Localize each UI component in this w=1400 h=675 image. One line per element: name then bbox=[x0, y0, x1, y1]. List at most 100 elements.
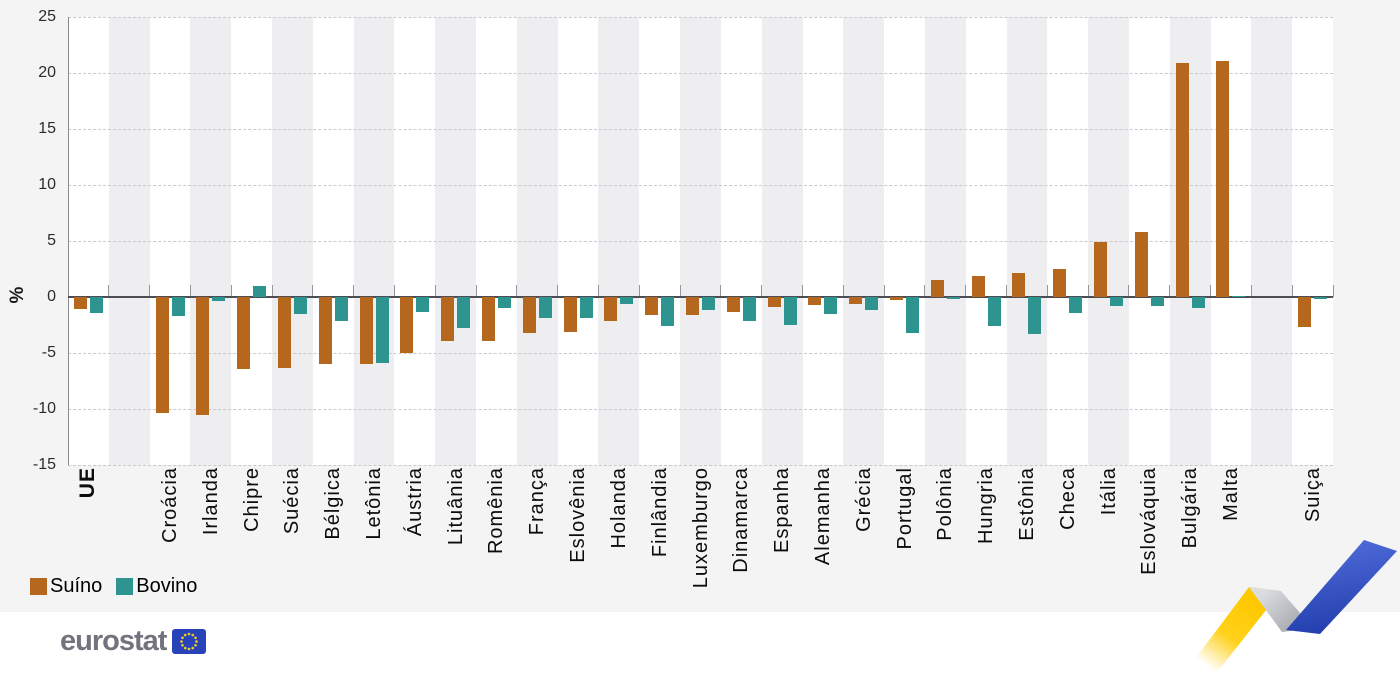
gridline bbox=[68, 73, 1333, 74]
bar-suino-Alemanha bbox=[808, 297, 822, 305]
x-axis-tick bbox=[1291, 285, 1293, 297]
bar-bovino-Hungria bbox=[987, 297, 1001, 327]
gridline bbox=[68, 353, 1333, 354]
x-axis-tick bbox=[393, 285, 395, 297]
x-label-Polônia: Polônia bbox=[934, 467, 957, 541]
x-label-Grécia: Grécia bbox=[852, 467, 875, 532]
x-axis-tick bbox=[271, 285, 273, 297]
x-label-Checa: Checa bbox=[1056, 467, 1079, 530]
x-axis-tick bbox=[557, 285, 559, 297]
y-tick-label: 10 bbox=[38, 176, 56, 193]
x-axis-tick bbox=[924, 285, 926, 297]
zero-axis-line bbox=[68, 296, 1333, 298]
y-tick-label: 15 bbox=[38, 120, 56, 137]
x-axis-tick bbox=[679, 285, 681, 297]
bar-suino-Checa bbox=[1053, 269, 1067, 297]
x-axis-tick bbox=[597, 285, 599, 297]
x-axis-tick bbox=[1006, 285, 1008, 297]
x-axis-tick bbox=[1128, 285, 1130, 297]
x-label-Dinamarca: Dinamarca bbox=[730, 467, 753, 573]
bar-bovino-França bbox=[538, 297, 552, 319]
x-label-França: França bbox=[526, 467, 549, 536]
x-axis-tick bbox=[516, 285, 518, 297]
bar-suino-Irlanda bbox=[196, 297, 210, 415]
bar-bovino-Romênia bbox=[497, 297, 511, 309]
bar-bovino-Croácia bbox=[171, 297, 185, 317]
bar-bovino-Polônia bbox=[946, 297, 960, 300]
x-label-Itália: Itália bbox=[1097, 467, 1120, 516]
plot-area bbox=[68, 17, 1334, 466]
y-tick-label: -5 bbox=[41, 344, 56, 361]
bar-suino-Croácia bbox=[155, 297, 169, 414]
bar-bovino-Holanda bbox=[620, 297, 634, 304]
legend-swatch-bovino bbox=[116, 578, 134, 595]
gridline bbox=[68, 241, 1333, 242]
legend-label-suino: Suíno bbox=[50, 575, 103, 597]
bar-bovino-Checa bbox=[1069, 297, 1083, 313]
x-label-Finlândia: Finlândia bbox=[648, 467, 671, 558]
x-axis-tick bbox=[842, 285, 844, 297]
bar-suino-Estônia bbox=[1012, 273, 1026, 297]
legend-label-bovino: Bovino bbox=[136, 575, 198, 597]
x-label-Áustria: Áustria bbox=[403, 467, 426, 537]
bar-bovino-Bulgária bbox=[1191, 297, 1205, 309]
x-label-Portugal: Portugal bbox=[893, 467, 916, 550]
x-label-Espanha: Espanha bbox=[771, 467, 794, 553]
x-label-Eslovênia: Eslovênia bbox=[567, 467, 590, 563]
y-tick-label: 20 bbox=[38, 64, 56, 81]
y-axis-line bbox=[68, 17, 69, 465]
y-tick-label: 25 bbox=[38, 8, 56, 25]
x-axis-tick bbox=[189, 285, 191, 297]
x-axis-tick bbox=[802, 285, 804, 297]
bar-suino-Hungria bbox=[971, 275, 985, 297]
x-axis-tick bbox=[312, 285, 314, 297]
legend: Suíno Bovino bbox=[30, 575, 211, 598]
legend-swatch-suino bbox=[30, 578, 47, 595]
bar-suino-Luxemburgo bbox=[686, 297, 699, 315]
bar-bovino-Lituânia bbox=[457, 297, 471, 329]
bar-bovino-Finlândia bbox=[661, 297, 675, 327]
x-axis-tick bbox=[353, 285, 355, 297]
x-axis-tick bbox=[108, 285, 110, 297]
gridline bbox=[68, 465, 1333, 466]
bar-suino-Polônia bbox=[930, 280, 944, 297]
x-axis-tick bbox=[434, 285, 436, 297]
gridline bbox=[68, 17, 1333, 18]
bar-suino-Finlândia bbox=[645, 297, 659, 315]
bar-suino-França bbox=[522, 297, 536, 333]
gridline bbox=[68, 129, 1333, 130]
x-label-Bélgica: Bélgica bbox=[322, 467, 345, 540]
x-label-Luxemburgo: Luxemburgo bbox=[689, 467, 712, 589]
x-axis-tick bbox=[965, 285, 967, 297]
bar-suino-Bulgária bbox=[1175, 62, 1189, 297]
eurostat-logo-text: eurostat bbox=[60, 625, 167, 657]
bar-bovino-Áustria bbox=[416, 297, 430, 312]
x-label-Hungria: Hungria bbox=[975, 467, 998, 545]
bar-bovino-Suécia bbox=[293, 297, 307, 314]
x-axis-tick bbox=[149, 285, 151, 297]
bar-suino-Chipre bbox=[237, 297, 251, 369]
y-tick-label: -15 bbox=[32, 456, 56, 473]
bar-suino-Suiça bbox=[1298, 297, 1312, 328]
legend-item-suino: Suíno bbox=[30, 575, 102, 598]
bar-suino-Portugal bbox=[890, 297, 904, 301]
bar-bovino-Portugal bbox=[906, 297, 920, 333]
bar-bovino-Espanha bbox=[783, 297, 797, 325]
bar-suino-Eslováquia bbox=[1134, 232, 1148, 297]
x-axis-tick bbox=[1332, 285, 1334, 297]
bar-bovino-Bélgica bbox=[334, 297, 348, 321]
y-tick-label: -10 bbox=[32, 400, 56, 417]
x-label-Letônia: Letônia bbox=[363, 467, 386, 540]
bar-bovino-Luxemburgo bbox=[702, 297, 715, 311]
bar-suino-Espanha bbox=[767, 297, 781, 308]
bar-bovino-Eslováquia bbox=[1150, 297, 1164, 306]
x-axis-tick bbox=[1210, 285, 1212, 297]
y-tick-label: 0 bbox=[47, 288, 56, 305]
bar-bovino-Irlanda bbox=[212, 297, 226, 302]
bar-bovino-Estônia bbox=[1028, 297, 1042, 334]
bar-suino-Holanda bbox=[604, 297, 618, 321]
bar-suino-Dinamarca bbox=[726, 297, 740, 312]
x-label-Alemanha: Alemanha bbox=[811, 467, 834, 566]
bar-bovino-UE bbox=[89, 297, 103, 313]
bar-bovino-Alemanha bbox=[824, 297, 838, 314]
